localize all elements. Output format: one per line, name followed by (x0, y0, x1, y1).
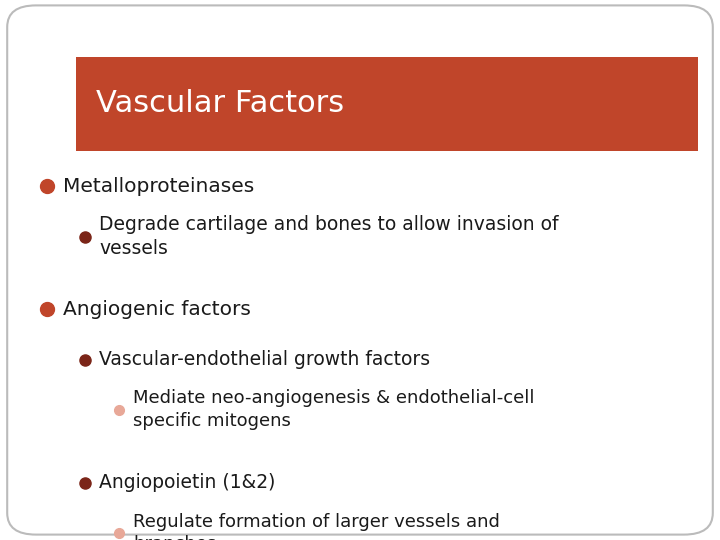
Text: Degrade cartilage and bones to allow invasion of
vessels: Degrade cartilage and bones to allow inv… (99, 215, 559, 258)
FancyBboxPatch shape (76, 57, 698, 151)
Text: Angiopoietin (1&2): Angiopoietin (1&2) (99, 473, 276, 492)
Text: Regulate formation of larger vessels and
branches: Regulate formation of larger vessels and… (133, 512, 500, 540)
Text: Metalloproteinases: Metalloproteinases (63, 177, 255, 196)
Text: Mediate neo-angiogenesis & endothelial-cell
specific mitogens: Mediate neo-angiogenesis & endothelial-c… (133, 389, 535, 430)
Text: Vascular-endothelial growth factors: Vascular-endothelial growth factors (99, 350, 431, 369)
Text: Angiogenic factors: Angiogenic factors (63, 300, 251, 319)
FancyBboxPatch shape (7, 5, 713, 535)
Text: Vascular Factors: Vascular Factors (96, 90, 344, 118)
